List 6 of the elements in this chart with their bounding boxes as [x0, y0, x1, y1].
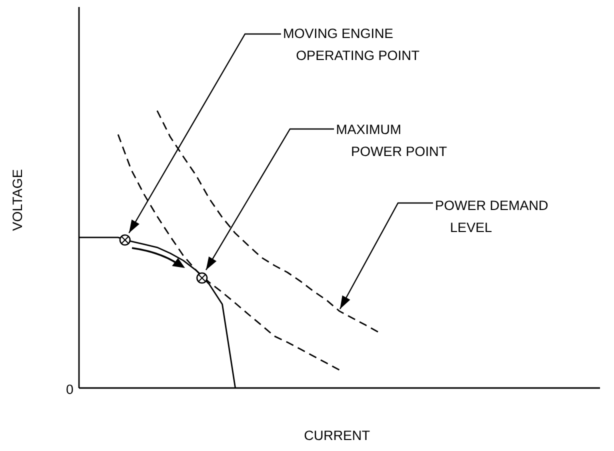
text: MOVING ENGINE OPERATING POINT — [283, 26, 420, 63]
annotation: POWER DEMAND LEVEL — [435, 198, 549, 235]
text: 0 — [66, 382, 74, 397]
x-axis-title: CURRENT — [304, 428, 370, 443]
y-axis-title: VOLTAGE — [10, 169, 25, 231]
annotation: MAXIMUM POWER POINT — [336, 122, 448, 159]
